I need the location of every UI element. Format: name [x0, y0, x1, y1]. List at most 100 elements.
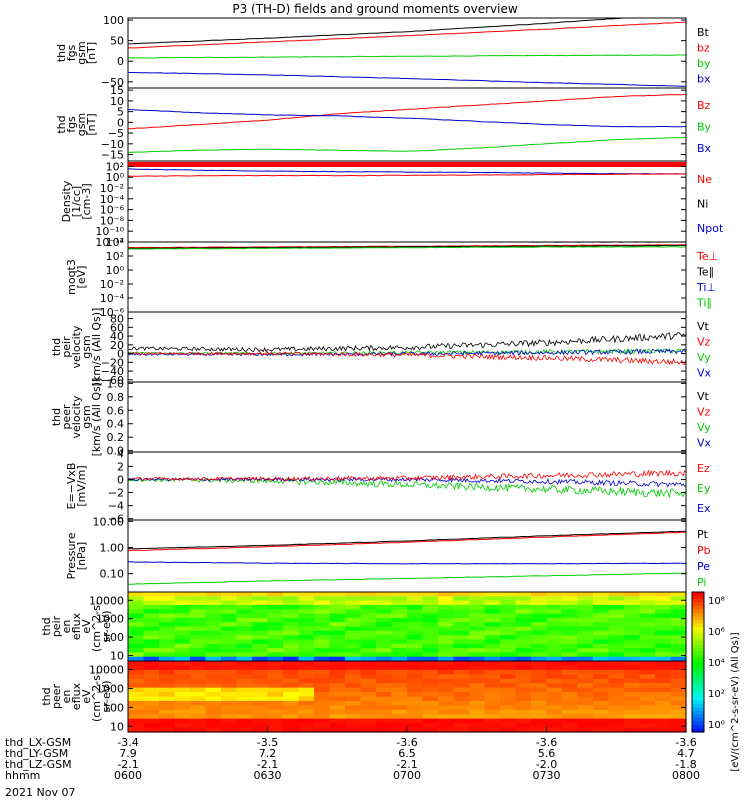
- spectrogram-cell: [639, 648, 656, 653]
- spectrogram-cell: [484, 709, 501, 715]
- spectrogram-cell: [314, 727, 331, 733]
- colorbar-segment: [692, 637, 704, 642]
- y-axis-label: [km/s (All Qs)]: [90, 378, 103, 457]
- spectrogram-cell: [252, 600, 269, 606]
- spectrogram-cell: [500, 652, 517, 658]
- spectrogram-cell: [608, 604, 625, 610]
- spectrogram-cell: [391, 622, 408, 628]
- spectrogram-cell: [562, 643, 579, 649]
- spectrogram-cell: [639, 669, 656, 675]
- spectrogram-cell: [655, 683, 672, 689]
- y-axis-label: fgs: [65, 116, 78, 133]
- spectrogram-cell: [298, 626, 315, 632]
- spectrogram-cell: [639, 622, 656, 628]
- spectrogram-cell: [329, 727, 346, 733]
- y-axis-label: thd: [55, 44, 68, 62]
- spectrogram-cell: [221, 648, 238, 653]
- legend-label: Vt: [697, 320, 710, 333]
- ephemeris-value: -2.1: [117, 758, 138, 771]
- spectrogram-cell: [562, 665, 579, 671]
- spectrogram-cell: [422, 596, 439, 602]
- spectrogram-cell: [608, 613, 625, 619]
- spectrogram-cell: [128, 714, 145, 720]
- spectrogram-cell: [283, 656, 300, 662]
- spectrogram-cell: [252, 656, 269, 662]
- spectrogram-cell: [128, 635, 145, 641]
- spectrogram-cell: [515, 678, 532, 684]
- spectrogram-cell: [159, 665, 176, 671]
- spectrogram-cell: [174, 687, 191, 693]
- spectrogram-cell: [267, 609, 284, 615]
- spectrogram-cell: [159, 617, 176, 623]
- spectrogram-cell: [221, 705, 238, 711]
- spectrogram-cell: [670, 622, 687, 628]
- spectrogram-cell: [298, 696, 315, 702]
- spectrogram-cell: [531, 727, 548, 733]
- spectrogram-cell: [500, 643, 517, 649]
- spectrogram-cell: [174, 709, 191, 715]
- spectrogram-cell: [252, 596, 269, 602]
- series-line-1-3: [128, 54, 686, 59]
- spectrogram-cell: [531, 669, 548, 675]
- spectrogram-cell: [577, 669, 594, 675]
- spectrogram-cell: [484, 714, 501, 720]
- spectrogram-cell: [422, 648, 439, 653]
- y-tick-label: 10⁻¹²: [95, 236, 124, 249]
- spectrogram-cell: [469, 604, 486, 610]
- spectrogram-cell: [484, 705, 501, 711]
- spectrogram-cell: [531, 692, 548, 698]
- spectrogram-cell: [252, 678, 269, 684]
- spectrogram-cell: [329, 617, 346, 623]
- ephemeris-value: -2.0: [536, 758, 557, 771]
- spectrogram-cell: [376, 635, 393, 641]
- spectrogram-cell: [221, 626, 238, 632]
- spectrogram-cell: [670, 727, 687, 733]
- spectrogram-cell: [159, 596, 176, 602]
- spectrogram-cell: [469, 617, 486, 623]
- spectrogram-cell: [546, 648, 563, 653]
- spectrogram-cell: [314, 692, 331, 698]
- spectrogram-cell: [143, 678, 160, 684]
- spectrogram-cell: [562, 705, 579, 711]
- spectrogram-cell: [608, 714, 625, 720]
- spectrogram-cell: [267, 600, 284, 606]
- spectrogram-cell: [128, 622, 145, 628]
- spectrogram-cell: [345, 718, 362, 724]
- spectrogram-cell: [562, 683, 579, 689]
- spectrogram-cell: [159, 609, 176, 615]
- spectrogram-cell: [267, 705, 284, 711]
- spectrogram-cell: [546, 714, 563, 720]
- spectrogram-cell: [314, 696, 331, 702]
- spectrogram-cell: [190, 674, 207, 680]
- spectrogram-cell: [562, 635, 579, 641]
- spectrogram-cell: [655, 678, 672, 684]
- spectrogram-cell: [593, 630, 610, 636]
- spectrogram-cell: [205, 652, 222, 658]
- panel-9: 10000 1000 100 10 thdpeirenefluxeV(cm^2-s-sr…: [40, 591, 687, 662]
- spectrogram-cell: [500, 678, 517, 684]
- spectrogram-cell: [376, 718, 393, 724]
- spectrogram-cell: [422, 617, 439, 623]
- colorbar-segment: [692, 676, 704, 681]
- spectrogram-cell: [360, 604, 377, 610]
- spectrogram-cell: [562, 718, 579, 724]
- spectrogram-cell: [608, 622, 625, 628]
- spectrogram-cell: [639, 683, 656, 689]
- colorbar-segment: [692, 693, 704, 698]
- spectrogram-cell: [252, 727, 269, 733]
- spectrogram-cell: [329, 635, 346, 641]
- spectrogram-cell: [438, 678, 455, 684]
- spectrogram-cell: [205, 600, 222, 606]
- spectrogram-cell: [128, 613, 145, 619]
- spectrogram-cell: [469, 678, 486, 684]
- spectrogram-cell: [360, 696, 377, 702]
- legend-label: Ni: [697, 198, 708, 211]
- spectrogram-cell: [407, 622, 424, 628]
- spectrogram-cell: [577, 692, 594, 698]
- spectrogram-cell: [360, 705, 377, 711]
- spectrogram-cell: [236, 678, 253, 684]
- spectrogram-cell: [205, 643, 222, 649]
- spectrogram-cell: [236, 661, 253, 667]
- spectrogram-cell: [329, 700, 346, 706]
- spectrogram-cell: [469, 622, 486, 628]
